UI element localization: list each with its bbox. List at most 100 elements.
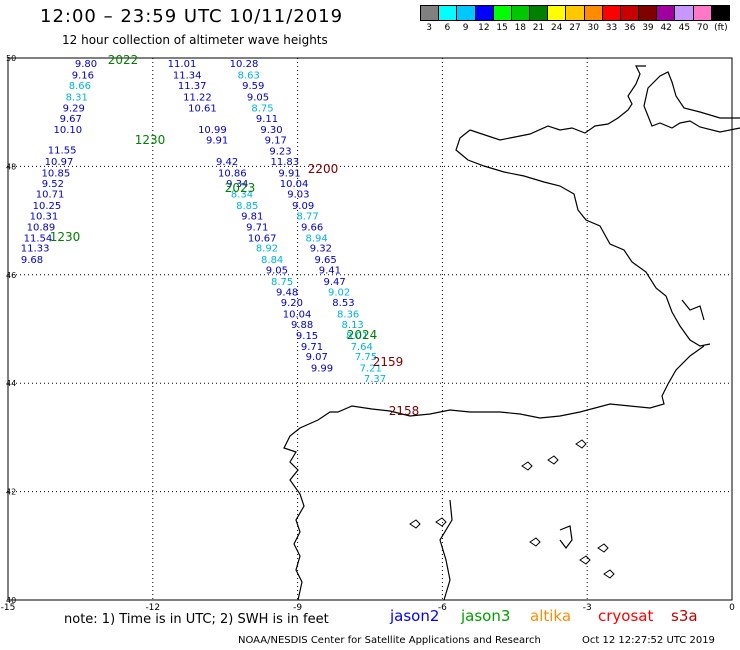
island-outline [409,519,421,529]
lon-tick-label: -9 [293,603,302,613]
coastline [455,129,711,347]
track-jason2-value: 7.75 [355,352,377,363]
legend-s3a: s3a [671,607,698,625]
color-swatch [584,6,603,20]
track-jason3a-value: 8.31 [66,92,88,103]
track-jason2-value: 8.75 [251,103,273,114]
track-jason2-value: 9.65 [314,255,336,266]
legend-jason3: jason3 [461,607,511,625]
color-swatch [475,6,494,20]
track-jason3b-value: 9.99 [311,363,333,374]
track-jason3a-value: 10.97 [45,157,74,168]
track-jason3b-value: 9.81 [241,212,263,223]
color-swatch [620,6,640,20]
track-jason3b-value: 10.86 [218,168,247,179]
color-scale-label: (ft) [714,23,728,33]
color-swatch [566,6,585,20]
track-jason2-value: 8.53 [332,298,354,309]
island-outline [435,517,447,527]
color-scale-label: 24 [551,23,563,33]
track-jason3a-value: 11.54 [24,233,53,244]
track-jason3a-value: 9.80 [75,59,97,70]
island-outline [579,555,591,565]
track-jason3a-value: 10.25 [33,201,62,212]
map-title: 12:00 – 23:59 UTC 10/11/2019 [40,6,344,27]
track-time-label: 2024 [347,328,378,342]
track-jason2-value: 9.47 [324,277,346,288]
track-jason2-value: 8.13 [342,320,364,331]
lon-tick-label: -6 [438,603,447,613]
track-jason2-value: 7.21 [360,363,382,374]
track-time-label: 1230 [135,133,166,147]
track-jason2-value: 9.09 [292,201,314,212]
track-jason3b-value: 8.34 [231,190,253,201]
track-jason3a-value: 9.29 [63,103,85,114]
legend-jason2: jason2 [390,607,440,625]
track-time-label: 2158 [389,404,420,418]
map-frame [7,57,733,601]
track-time-label: 2023 [225,181,256,195]
island-outline [603,569,615,579]
track-jason3b-value: 10.99 [198,125,227,136]
color-swatch [548,6,567,20]
track-jason2-value: 9.03 [287,190,309,201]
track-jason2-value: 9.41 [319,265,341,276]
track-jason2-value: 7.37 [364,374,386,385]
track-jason3b-value: 9.42 [216,157,238,168]
lat-tick-label: 44 [6,379,16,388]
track-jason2-value: 11.83 [270,157,299,168]
track-jason3b-value: 11.22 [183,92,212,103]
track-time-label: 2200 [308,162,339,176]
track-jason2-value: 9.23 [269,147,291,158]
color-scale-labels: 3 6 9 12 15 18 21 24 27 30 33 36 39 42 45 70 (ft) [420,23,730,33]
track-jason3b-value: 10.67 [248,233,277,244]
color-scale-label: 42 [660,23,672,33]
track-jason2-value: 8.77 [296,212,318,223]
track-jason3a-value: 10.31 [30,212,59,223]
color-swatch [675,6,694,20]
color-scale-label: 30 [587,23,599,33]
track-jason3b-value: 8.85 [236,201,258,212]
legend-cryosat: cryosat [598,607,654,625]
track-jason2-value: 8.94 [305,233,327,244]
credit-text: NOAA/NESDIS Center for Satellite Applica… [238,635,541,646]
track-jason3b-value: 10.61 [188,103,217,114]
track-jason2-value: 10.04 [280,179,309,190]
island-outline [521,461,533,471]
lat-tick-label: 46 [6,271,16,280]
track-jason3a-value: 9.16 [72,70,94,81]
coastline [681,299,705,321]
lon-tick-label: -15 [1,603,16,613]
color-scale-label: 70 [696,23,709,33]
track-jason3b-value: 9.71 [246,223,268,234]
island-outline [575,439,587,449]
track-jason3b-value: 9.91 [206,135,228,146]
track-jason3b-value: 9.07 [306,352,328,363]
color-swatch [439,6,458,20]
track-jason3a-value: 10.71 [36,190,65,201]
color-scale-label: 36 [623,23,636,33]
track-jason2-value: 9.11 [256,114,278,125]
track-jason2-value: 9.05 [247,92,269,103]
color-scale-label: 12 [478,23,490,33]
color-swatch [457,6,476,20]
color-swatch [530,6,549,20]
track-jason3b-value: 10.04 [283,309,312,320]
track-jason3a-value: 8.66 [69,81,91,92]
track-jason3b-value: 8.75 [271,277,293,288]
color-swatch [711,6,729,20]
color-scale-label: 27 [569,23,581,33]
track-jason3b-value: 9.88 [291,320,313,331]
island-outline [529,537,541,547]
track-jason2-value: 9.91 [278,168,300,179]
track-jason2-value: 7.64 [351,342,373,353]
color-swatch [511,6,531,20]
track-jason3b-value: 9.71 [301,342,323,353]
track-time-label: 1230 [50,230,81,244]
track-jason2-value: 9.59 [242,81,264,92]
track-jason3b-value: 9.34 [226,179,248,190]
track-jason3b-value: 11.34 [173,70,202,81]
track-jason2-value: 10.28 [230,59,259,70]
island-outline [597,543,609,553]
track-jason2-value: 9.17 [265,135,287,146]
